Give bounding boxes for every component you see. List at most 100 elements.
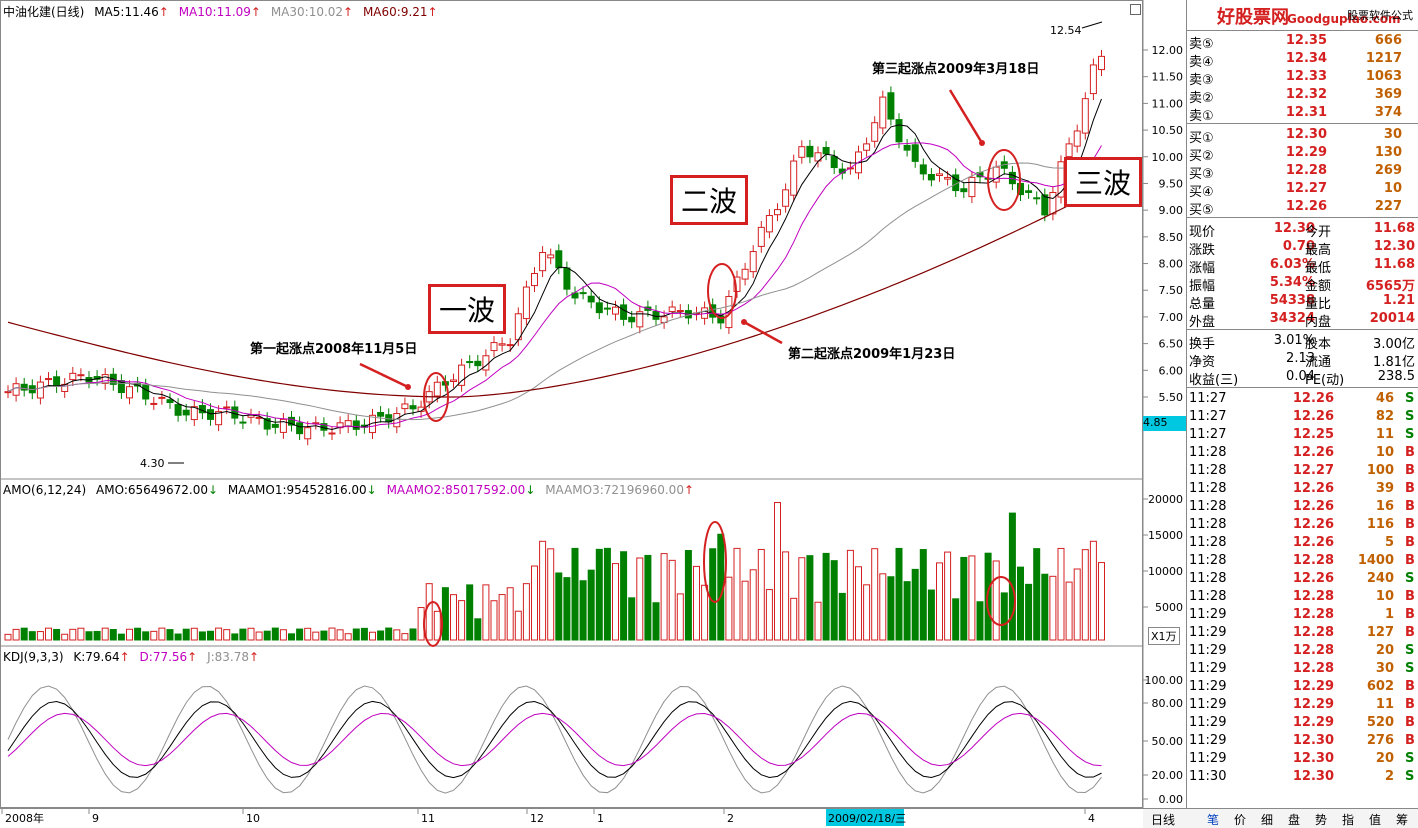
amo-bar [239,628,247,641]
date-axis [0,808,1143,828]
tick-time: 11:29 [1189,607,1227,622]
price-tick-label: 7.00 [1159,311,1184,324]
fund-value: 0.04 [1286,369,1315,384]
stat-value: 0.70 [1282,239,1315,254]
amo-bar [77,627,85,641]
amo-bar [1073,568,1081,641]
candle-body [782,189,790,207]
bid-volume: 130 [1374,145,1402,160]
candle-body [409,405,417,410]
tick-row: 11:27 12.25 11 S [1187,426,1418,444]
amo-bar [223,629,231,641]
tab-5[interactable]: 势 [1315,813,1328,827]
stat-value: 11.68 [1373,257,1415,272]
tick-price: 12.26 [1292,499,1334,514]
tick-price: 12.28 [1292,643,1334,658]
highlight-ellipse [987,149,1021,211]
amo-tick-label: 10000 [1148,565,1183,578]
tick-side: B [1405,697,1415,712]
tick-row: 11:29 12.30 20 S [1187,750,1418,768]
candle-body [620,304,628,320]
tick-side: S [1405,427,1415,442]
stat-value: 20014 [1369,311,1415,326]
tab-2[interactable]: 价 [1234,813,1247,827]
selected-date-box [826,809,904,826]
fund-value: 3.00亿 [1373,337,1415,352]
candle-body [1081,98,1089,134]
stat-label: 内盘 [1305,315,1332,330]
candle-body [960,188,968,193]
tick-price: 12.27 [1292,463,1334,478]
stat-label: 外盘 [1189,315,1216,330]
kline-chart-svg[interactable]: 12.0011.5011.0010.5010.009.509.008.508.0… [0,0,1186,827]
amo-bar [304,627,312,641]
tick-row: 11:29 12.28 30 S [1187,660,1418,678]
stat-label: 最高 [1305,243,1332,258]
candle-body [531,273,538,287]
separator [1187,217,1418,218]
amo-bar [1017,566,1024,641]
amo-bar [61,633,69,641]
tick-side: B [1405,607,1415,622]
maamo3-value: MAAMO3:72196960.00 [545,483,684,497]
amo-bar [725,576,733,641]
tick-row: 11:28 12.26 39 B [1187,480,1418,498]
tick-side: B [1405,733,1415,748]
amo-bar [506,587,514,641]
amo-bar [134,627,142,641]
tab-4[interactable]: 盘 [1288,813,1301,827]
amo-bar [911,568,919,641]
stat-label: 涨跌 [1189,243,1216,258]
amo-bar [539,540,547,641]
bid-volume: 227 [1374,199,1402,214]
tick-time: 11:27 [1189,427,1227,442]
amo-bar [498,594,506,641]
date-axis-label: 10 [246,812,260,825]
tab-6[interactable]: 指 [1342,813,1355,827]
tab-7[interactable]: 值 [1369,813,1382,827]
stat-value: 34324 [1269,311,1315,326]
tick-side: B [1405,463,1415,478]
stat-value: 6565万 [1365,279,1415,294]
kdj-tick-label: 80.00 [1152,697,1184,710]
amo-bar [733,547,741,641]
ask-label: 卖① [1189,109,1214,124]
tab-1[interactable]: 笔 [1207,813,1220,827]
bid-volume: 10 [1383,181,1402,196]
tick-row: 11:30 12.30 2 S [1187,768,1418,786]
maximize-icon[interactable] [1130,4,1141,15]
tab-0[interactable]: 日线 [1151,813,1176,827]
tab-8[interactable]: 筹 [1396,813,1409,827]
candle-body [628,316,636,323]
tick-time: 11:29 [1189,715,1227,730]
tick-time: 11:28 [1189,499,1227,514]
tick-side: S [1405,571,1415,586]
amo-bar [1057,547,1065,641]
candle-body [352,420,360,430]
up-arrow-icon: ↑ [119,650,130,664]
candle-body [263,418,271,430]
tick-price: 12.29 [1292,679,1334,694]
amo-bar [28,631,36,641]
tick-row: 11:28 12.27 100 B [1187,462,1418,480]
kline-chart-area[interactable]: 12.00 11.50 11.00 10.50 10.00 9.50 9.00 8.50 8.0… [0,0,1186,827]
amo-bar [279,629,287,641]
amo-bar [830,560,838,641]
candle-body [676,310,684,313]
amo-bar [117,633,125,641]
fund-label: PE(动) [1305,373,1345,388]
stat-label: 现价 [1189,225,1216,240]
current-price-marker: 4.85 [1143,416,1186,431]
stat-row: 外盘 34324 内盘 20014 [1187,310,1418,330]
tab-3[interactable]: 细 [1261,813,1274,827]
amo-bar [1098,562,1105,641]
ma30-value: MA30:10.02 [270,5,344,19]
tick-price: 12.29 [1292,715,1334,730]
tick-volume: 20 [1375,751,1394,766]
amo-bar [126,628,133,641]
tick-time: 11:28 [1189,481,1227,496]
annotation-arrow [948,89,984,144]
tick-side: S [1405,661,1415,676]
bid-row: 买① 12.30 30 [1187,126,1418,146]
fund-value: 1.81亿 [1373,355,1415,370]
